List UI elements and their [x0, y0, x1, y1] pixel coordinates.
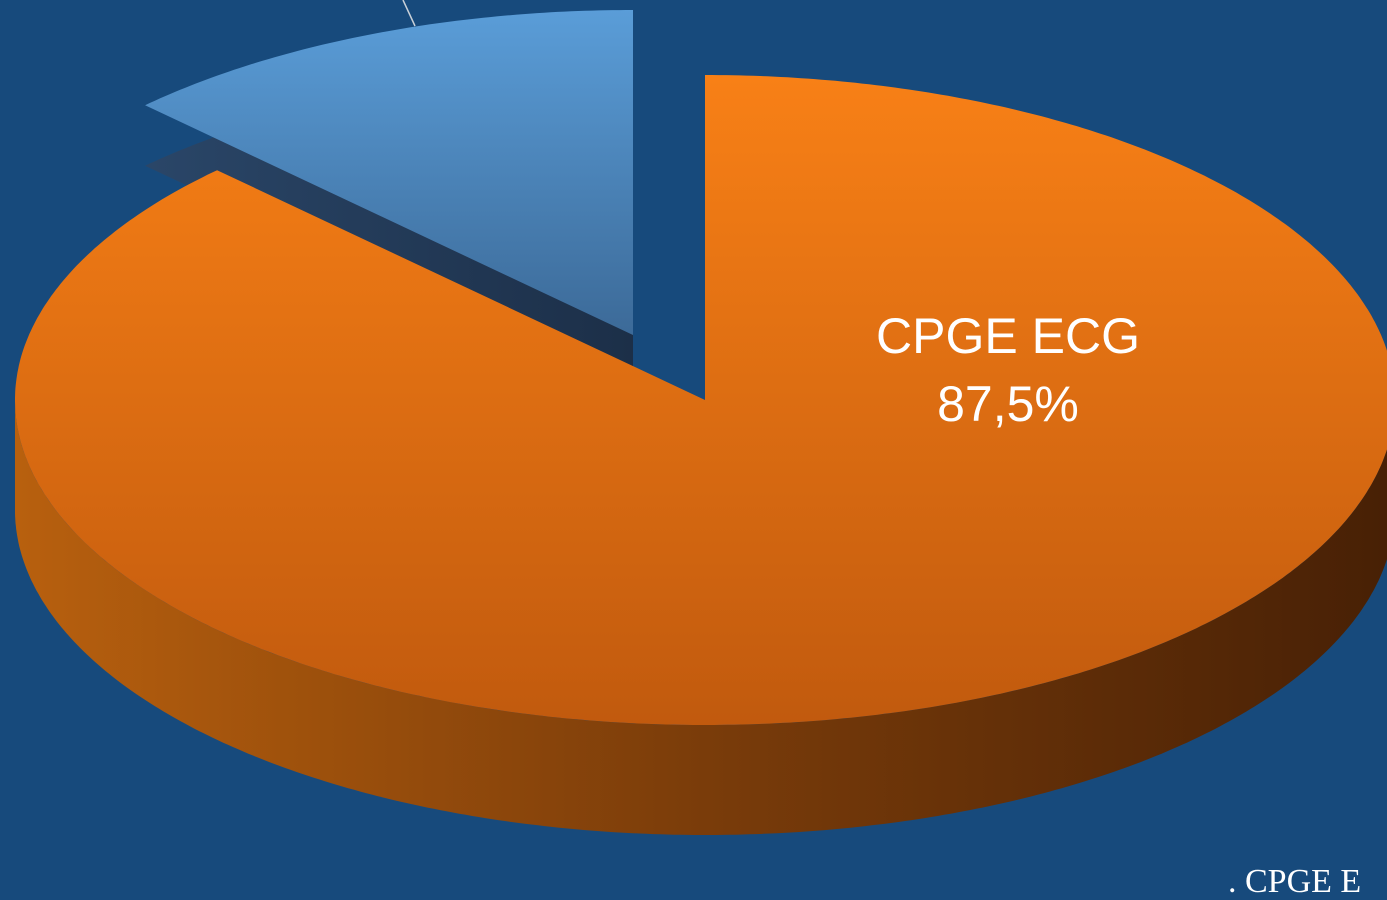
pie-slice — [15, 75, 1387, 725]
annotation: . CPGE E — [1228, 863, 1361, 900]
leader-line — [402, 0, 416, 27]
slice-value-label: 87,5% — [937, 376, 1079, 432]
pie-slice-side — [15, 400, 1387, 835]
slice-label: CPGE ECG — [876, 308, 1140, 364]
pie-slice — [145, 10, 633, 335]
